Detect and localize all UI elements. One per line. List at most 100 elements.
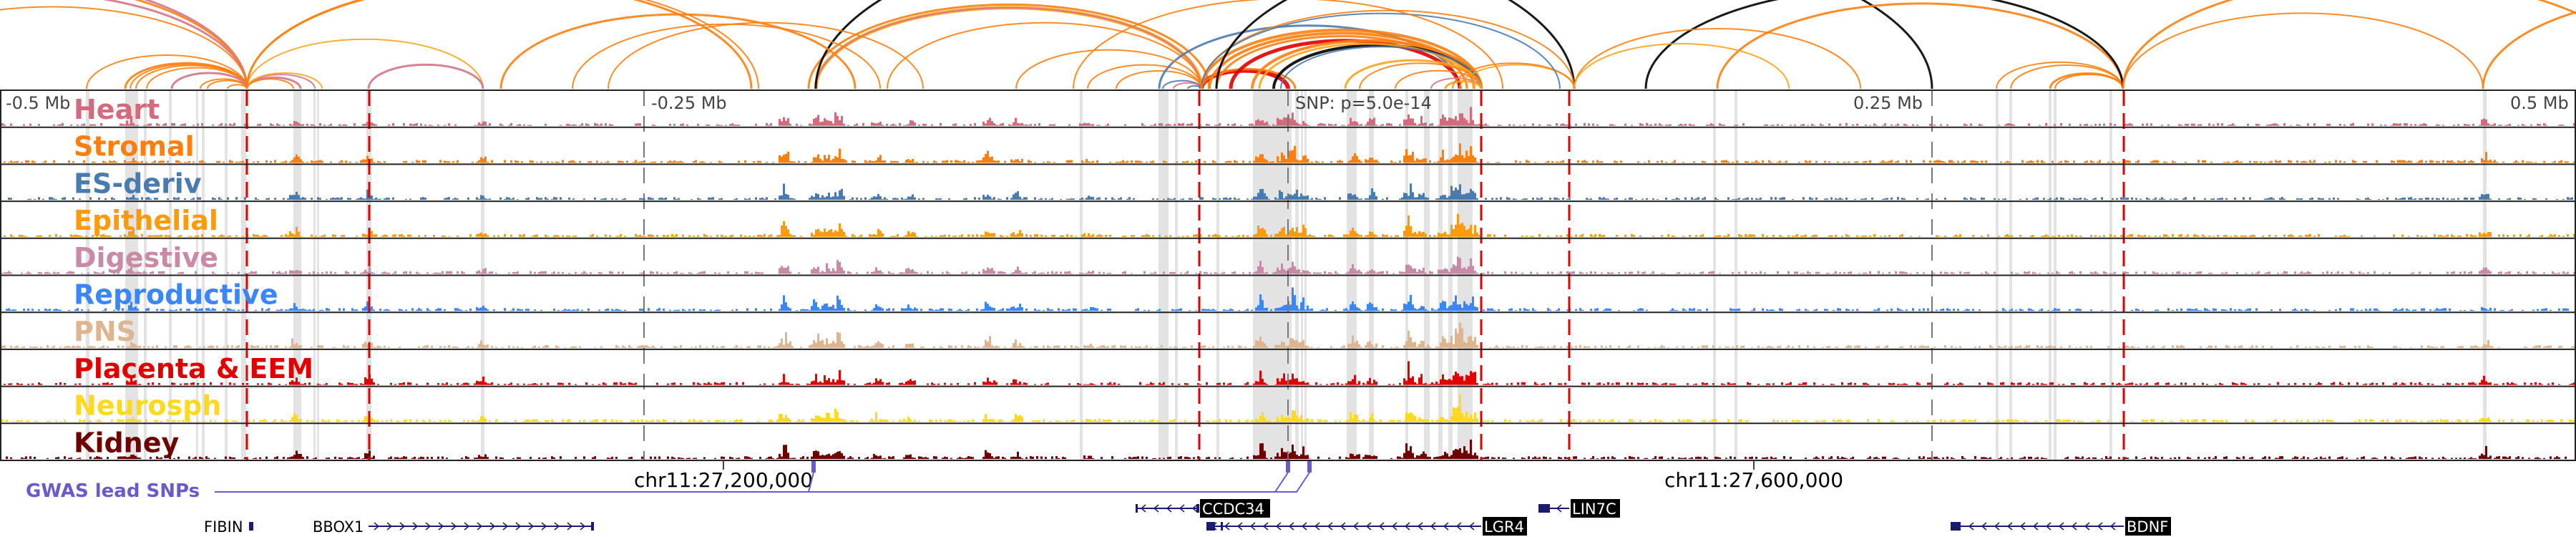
signal-bar <box>1463 301 1465 311</box>
signal-bar <box>1513 346 1515 348</box>
signal-bar <box>1691 309 1693 311</box>
signal-bar <box>1030 160 1032 163</box>
signal-bar <box>1013 160 1015 163</box>
signal-bar <box>1910 160 1912 163</box>
signal-bar <box>594 347 596 348</box>
signal-bar <box>824 375 826 385</box>
signal-bar <box>444 198 446 200</box>
signal-bar <box>321 160 323 163</box>
signal-bar <box>830 271 832 274</box>
signal-bar <box>1599 197 1601 200</box>
signal-bar <box>2444 308 2446 311</box>
signal-bar <box>1504 234 1506 237</box>
signal-bar <box>2421 198 2423 200</box>
signal-bar <box>94 162 96 163</box>
signal-bar <box>2560 124 2562 126</box>
signal-bar <box>935 309 937 311</box>
signal-bar <box>244 273 246 274</box>
signal-bar <box>834 112 836 126</box>
signal-bar <box>1352 121 1354 126</box>
signal-bar <box>907 124 909 126</box>
signal-bar <box>1646 309 1648 311</box>
signal-bar <box>1979 124 1981 126</box>
signal-bar <box>2019 309 2021 311</box>
signal-bar <box>1476 272 1478 274</box>
signal-bar <box>2438 198 2440 200</box>
signal-bar <box>257 124 259 126</box>
signal-bar <box>1856 235 1858 237</box>
signal-bar <box>454 308 457 311</box>
signal-bar <box>1300 342 1302 348</box>
signal-bar <box>824 197 826 200</box>
signal-bar <box>27 271 29 274</box>
signal-bar <box>2472 161 2474 163</box>
signal-bar <box>332 197 334 200</box>
signal-bar <box>871 271 873 274</box>
signal-bar <box>1560 235 1562 237</box>
signal-bar <box>1813 346 1815 348</box>
signal-bar <box>615 382 618 385</box>
signal-bar <box>985 339 987 348</box>
signal-bar <box>1034 271 1036 274</box>
signal-bar <box>1751 310 1753 311</box>
signal-bar <box>864 346 867 348</box>
signal-bar <box>487 235 489 237</box>
signal-bar <box>257 383 259 385</box>
signal-bar <box>742 382 744 385</box>
signal-bar <box>1047 308 1049 311</box>
signal-bar <box>2519 198 2522 200</box>
signal-bar <box>1231 346 1234 348</box>
signal-bar <box>1453 344 1455 348</box>
signal-bar <box>2075 235 2077 237</box>
signal-bar <box>147 382 150 385</box>
signal-bar <box>1742 123 1745 126</box>
signal-bar <box>852 233 854 237</box>
signal-bar <box>1762 160 1764 163</box>
signal-bar <box>693 236 695 237</box>
signal-bar <box>744 198 746 200</box>
signal-bar <box>1483 272 1485 274</box>
signal-bar <box>1953 272 1955 274</box>
signal-bar <box>894 160 897 163</box>
signal-bar <box>1581 272 1584 274</box>
signal-bar <box>160 271 162 274</box>
signal-bar <box>298 156 300 163</box>
signal-bar <box>2086 160 2088 163</box>
signal-bar <box>1547 308 1549 311</box>
signal-bar <box>1412 192 1414 200</box>
signal-bar <box>371 195 373 200</box>
signal-bar <box>1918 383 1921 385</box>
signal-bar <box>1805 234 1807 237</box>
signal-bar <box>1442 195 1444 200</box>
signal-bar <box>1798 162 1800 163</box>
signal-bar <box>403 160 405 163</box>
signal-bar <box>1152 273 1154 274</box>
signal-bar <box>2090 271 2092 274</box>
signal-bar <box>2498 347 2500 348</box>
signal-bar <box>888 347 890 348</box>
signal-bar <box>1085 273 1088 274</box>
signal-bar <box>1511 347 1513 348</box>
signal-bar <box>12 236 14 237</box>
signal-bar <box>912 309 914 311</box>
signal-bar <box>1264 122 1266 126</box>
signal-bar <box>1455 372 1457 385</box>
signal-bar <box>386 272 388 274</box>
signal-bar <box>2524 125 2526 126</box>
signal-bar <box>1049 347 1051 348</box>
signal-bar <box>1848 382 1850 385</box>
signal-bar <box>2094 124 2097 126</box>
signal-bar <box>1727 382 1729 385</box>
signal-bar <box>233 383 235 385</box>
signal-bar <box>1729 308 1732 311</box>
signal-bar <box>379 346 381 348</box>
signal-bar <box>242 160 244 163</box>
signal-bar <box>2056 309 2058 311</box>
signal-bar <box>1347 234 1350 237</box>
signal-bar <box>995 345 997 348</box>
signal-bar <box>2043 198 2045 200</box>
signal-bar <box>416 383 418 385</box>
signal-bar <box>491 382 493 385</box>
signal-bar <box>2225 271 2228 274</box>
signal-bar <box>1335 124 1337 126</box>
